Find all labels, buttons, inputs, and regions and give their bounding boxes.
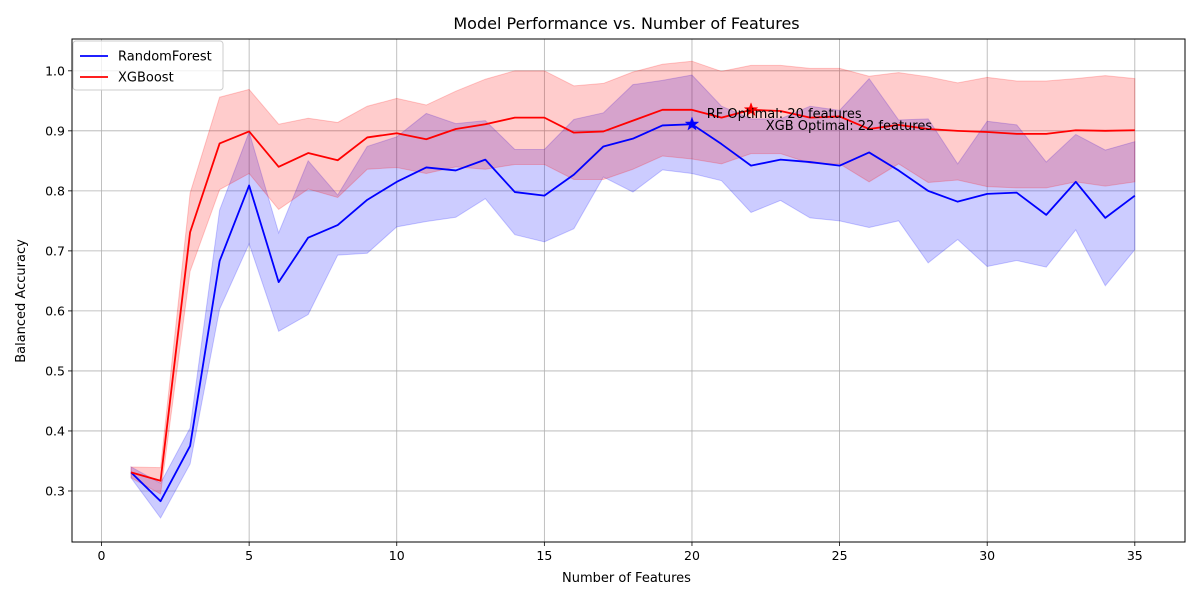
x-tick-label: 20: [684, 548, 700, 563]
y-axis-ticks: 0.3 0.4 0.5 0.6 0.7 0.8 0.9 1.0: [45, 63, 72, 498]
legend: RandomForest XGBoost: [72, 40, 224, 91]
legend-label: RandomForest: [118, 50, 212, 65]
optimal-markers: [684, 102, 759, 131]
x-tick-label: 25: [832, 548, 848, 563]
optimal-star-marker: [743, 102, 759, 117]
plot-frame: [71, 38, 1186, 543]
x-axis-ticks: 0 5 10 15 20 25 30 35: [98, 542, 1143, 563]
y-tick-label: 0.4: [45, 423, 65, 438]
x-tick-label: 10: [389, 548, 405, 563]
x-tick-label: 0: [98, 548, 106, 563]
chart-title: Model Performance vs. Number of Features: [453, 14, 799, 33]
legend-box: [72, 40, 224, 91]
series-line-randomforest: [130, 123, 1136, 503]
y-tick-label: 0.3: [45, 483, 65, 498]
legend-label: XGBoost: [118, 71, 174, 86]
x-tick-label: 35: [1127, 548, 1143, 563]
confidence-band-randomforest: [130, 74, 1136, 519]
x-tick-label: 5: [245, 548, 253, 563]
y-tick-label: 0.7: [45, 243, 65, 258]
y-axis-label: Balanced Accuracy: [14, 239, 29, 363]
series-lines: [130, 108, 1136, 503]
optimal-star-marker: [684, 116, 700, 131]
y-tick-label: 0.9: [45, 123, 65, 138]
x-tick-label: 15: [536, 548, 552, 563]
y-tick-label: 0.6: [45, 303, 65, 318]
x-tick-label: 30: [979, 548, 995, 563]
annotation-text: XGB Optimal: 22 features: [766, 119, 933, 134]
annotation-text: RF Optimal: 20 features: [707, 107, 862, 122]
x-axis-label: Number of Features: [562, 571, 691, 586]
y-tick-label: 0.5: [45, 363, 65, 378]
y-tick-label: 1.0: [45, 63, 65, 78]
grid: [72, 39, 1185, 542]
y-tick-label: 0.8: [45, 183, 65, 198]
series-line-xgboost: [130, 108, 1135, 482]
